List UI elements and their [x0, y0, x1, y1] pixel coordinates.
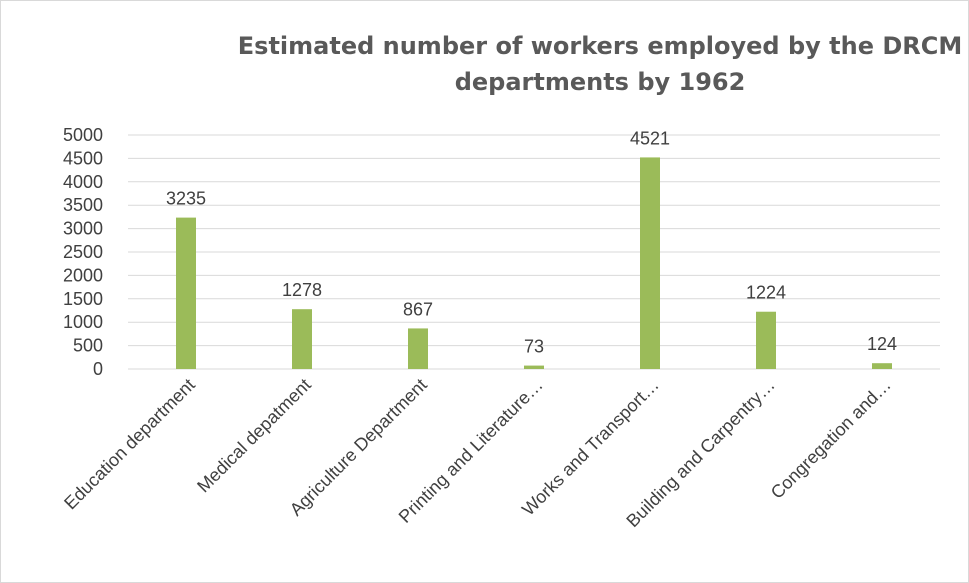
data-label: 3235	[166, 189, 206, 209]
y-tick-label: 0	[93, 359, 103, 379]
data-label: 73	[524, 337, 544, 357]
y-tick-label: 2500	[63, 242, 103, 262]
y-tick-label: 5000	[63, 125, 103, 145]
bar	[176, 217, 196, 369]
data-label: 4521	[630, 128, 670, 148]
data-label: 1278	[282, 280, 322, 300]
bar	[524, 365, 544, 369]
data-label: 124	[867, 334, 897, 354]
bar	[292, 309, 312, 369]
y-axis-ticks: 0 500 1000 1500 2000 2500 3000 3500 4000 4500 5000	[63, 125, 103, 379]
bar	[640, 157, 660, 369]
y-tick-label: 1500	[63, 289, 103, 309]
gridlines	[128, 134, 940, 370]
chart-title: Estimated number of workers employed by …	[237, 32, 963, 96]
bar	[756, 311, 776, 369]
data-label: 1224	[746, 283, 786, 303]
bar	[872, 363, 892, 369]
y-tick-label: 2000	[63, 265, 103, 285]
y-tick-label: 4500	[63, 148, 103, 168]
bars	[176, 157, 892, 369]
x-category-label: Medical depatment	[193, 375, 315, 497]
data-labels: 3235 1278 867 73 4521 1224 124	[166, 128, 897, 356]
data-label: 867	[403, 299, 433, 319]
bar	[408, 328, 428, 369]
y-tick-label: 3000	[63, 219, 103, 239]
y-tick-label: 1000	[63, 312, 103, 332]
x-category-label: Congregation and…	[767, 375, 895, 503]
y-tick-label: 3500	[63, 195, 103, 215]
y-tick-label: 500	[73, 336, 103, 356]
y-tick-label: 4000	[63, 172, 103, 192]
x-category-label: Education department	[60, 375, 199, 514]
